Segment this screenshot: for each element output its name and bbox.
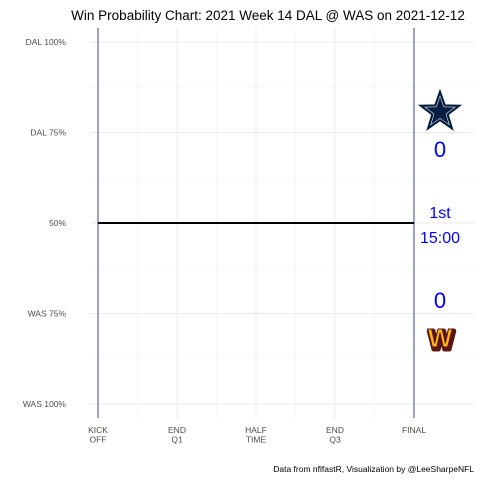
quarter-label: 1st bbox=[429, 205, 451, 222]
x-tick-label: HALF TIME bbox=[245, 425, 267, 445]
home-score: 0 bbox=[434, 137, 446, 162]
game-clock: 15:00 bbox=[420, 230, 460, 247]
w-logo-shadow: W bbox=[429, 325, 454, 355]
x-tick-label: KICK OFF bbox=[88, 425, 108, 445]
star-icon bbox=[425, 97, 455, 125]
cowboys-star-logo bbox=[417, 88, 463, 131]
away-score: 0 bbox=[434, 288, 446, 313]
x-tick-label: END Q3 bbox=[326, 425, 344, 445]
y-tick-label: DAL 75% bbox=[30, 128, 66, 138]
x-axis-ticks: KICK OFF END Q1 HALF TIME END Q3 FINAL bbox=[88, 425, 426, 445]
x-tick-label: END Q1 bbox=[168, 425, 186, 445]
x-tick-label: FINAL bbox=[402, 425, 426, 435]
y-tick-label: WAS 100% bbox=[23, 399, 67, 409]
chart-caption: Data from nflfastR, Visualization by @Le… bbox=[273, 464, 474, 474]
y-tick-label: 50% bbox=[49, 218, 66, 228]
y-axis-ticks: DAL 100% DAL 75% 50% WAS 75% WAS 100% bbox=[23, 37, 67, 409]
y-tick-label: WAS 75% bbox=[28, 309, 67, 319]
chart-title: Win Probability Chart: 2021 Week 14 DAL … bbox=[71, 8, 465, 23]
y-tick-label: DAL 100% bbox=[26, 37, 67, 47]
w-logo-letter: W bbox=[428, 323, 453, 353]
commanders-w-logo: W W bbox=[427, 323, 457, 358]
